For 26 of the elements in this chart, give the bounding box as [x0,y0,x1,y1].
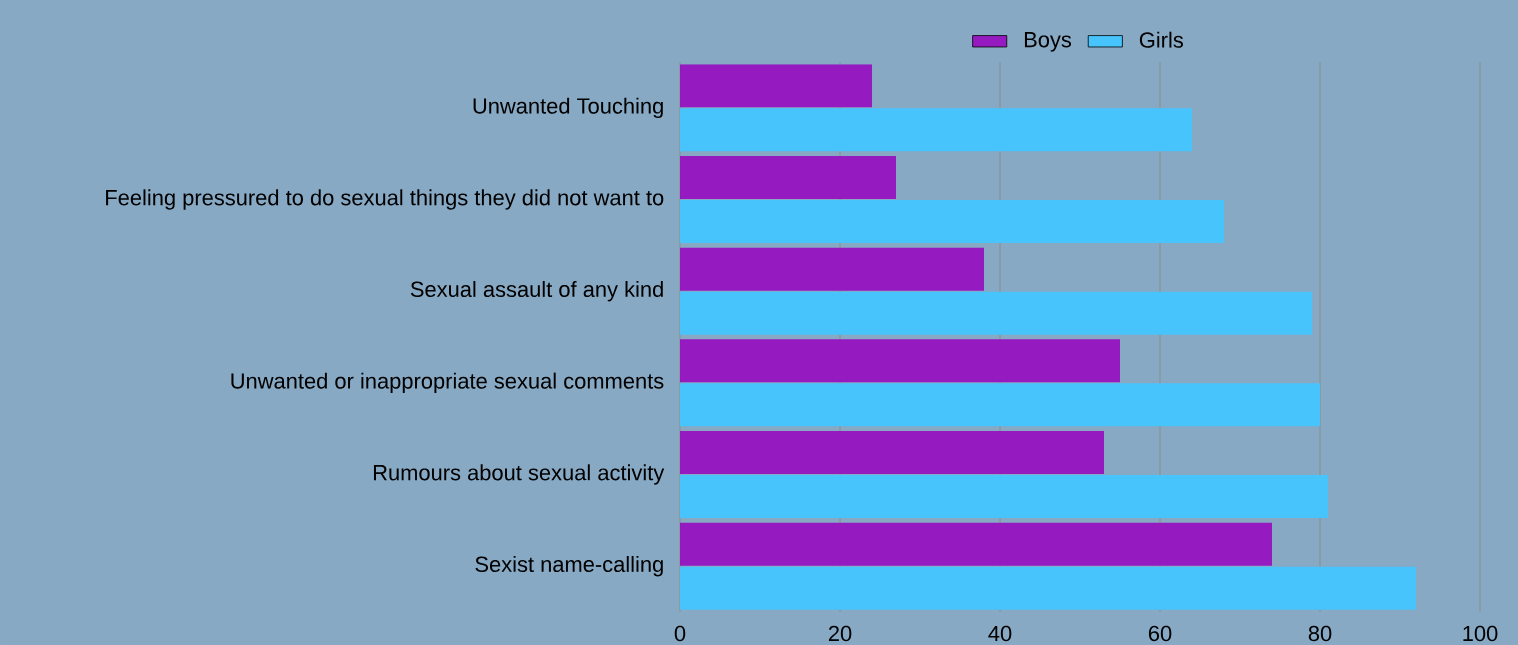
y-tick-label: Sexist name-calling [475,555,663,577]
y-tick-label: Feeling pressured to do sexual things they did not want to [106,189,664,210]
bar [680,522,1273,566]
y-tick-label: Unwanted Touching [473,97,663,119]
y-tick-label: Sexual assault of any kind [410,280,663,302]
y-tick-label: Rumours about sexual activity [373,464,665,485]
x-tick-label: 20 [828,625,852,642]
bar [680,566,1416,610]
bar [680,64,873,108]
x-tick-label: 40 [988,625,1012,642]
y-tick-label: Unwanted or inappropriate sexual comments [231,372,664,394]
x-tick-label: 100 [1463,625,1498,642]
x-tick-label: 60 [1148,625,1172,642]
legend-label: Boys [1024,32,1072,52]
legend-label: Girls [1139,31,1183,48]
bar [680,247,985,291]
bar [680,200,1225,244]
x-tick-label: 80 [1308,625,1332,642]
bar [680,291,1313,335]
bar [680,383,1321,427]
bar [680,339,1120,383]
bar [680,156,897,200]
x-tick-label: 0 [674,625,686,642]
bar [680,431,1105,475]
bar [680,475,1328,519]
bar [680,108,1193,152]
